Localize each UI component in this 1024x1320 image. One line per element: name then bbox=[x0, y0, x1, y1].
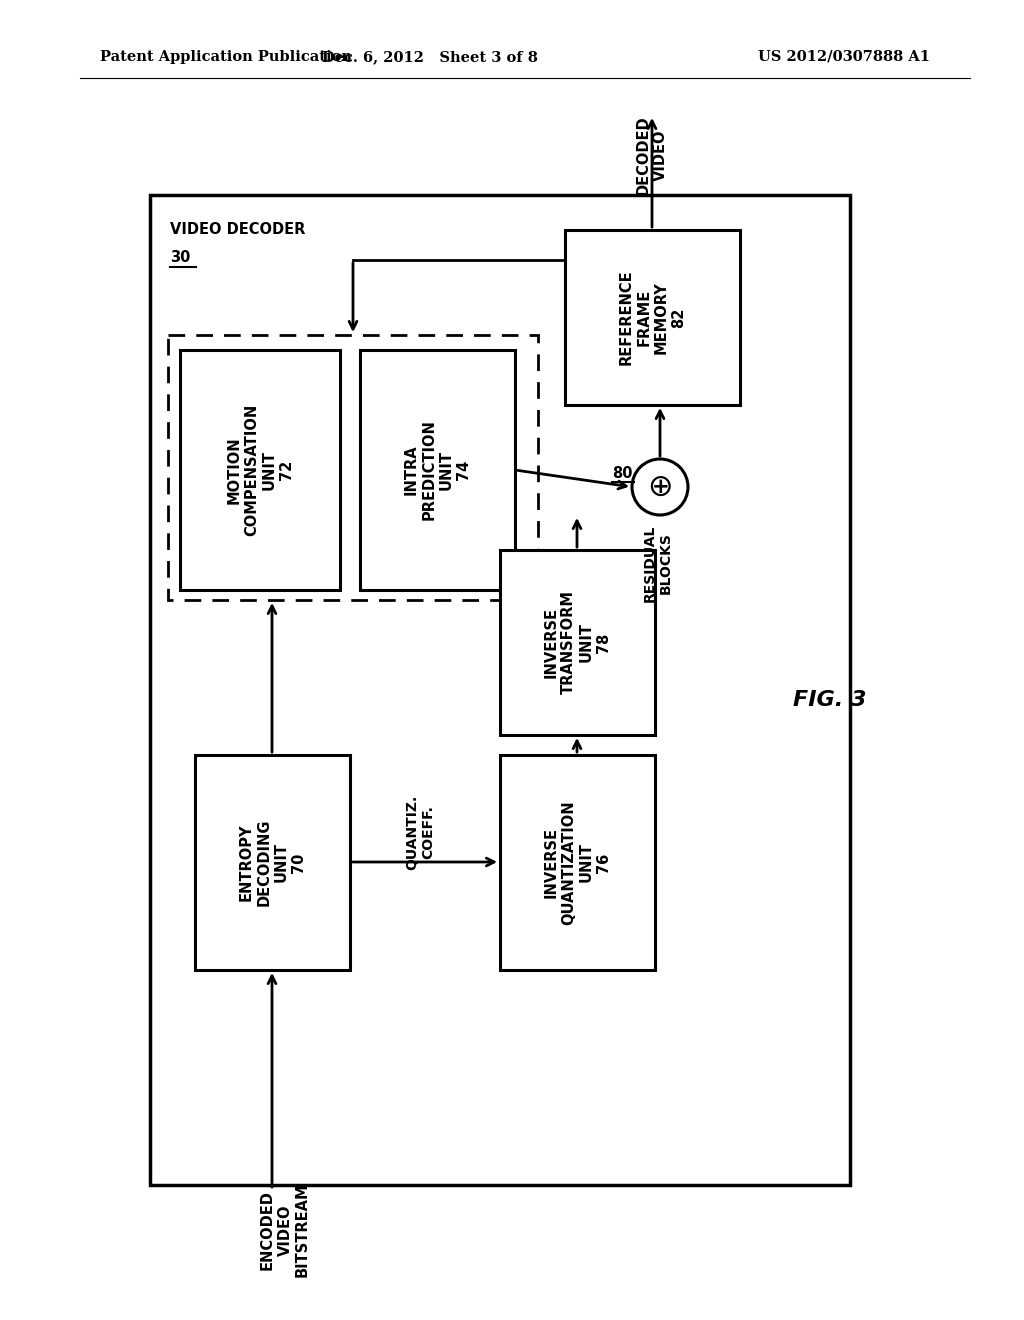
Bar bbox=[195, 755, 350, 970]
Text: ENCODED
VIDEO
BITSTREAM: ENCODED VIDEO BITSTREAM bbox=[260, 1183, 310, 1278]
Bar bbox=[500, 550, 655, 735]
Text: INVERSE
TRANSFORM
UNIT
78: INVERSE TRANSFORM UNIT 78 bbox=[544, 590, 611, 694]
Text: 80: 80 bbox=[612, 466, 633, 480]
Text: FIG. 3: FIG. 3 bbox=[794, 690, 866, 710]
Text: REFERENCE
FRAME
MEMORY
82: REFERENCE FRAME MEMORY 82 bbox=[618, 269, 686, 366]
Text: VIDEO DECODER: VIDEO DECODER bbox=[170, 223, 305, 238]
Bar bbox=[565, 230, 740, 405]
Text: DECODED
VIDEO: DECODED VIDEO bbox=[636, 115, 669, 195]
Text: Dec. 6, 2012   Sheet 3 of 8: Dec. 6, 2012 Sheet 3 of 8 bbox=[323, 50, 538, 63]
Text: RESIDUAL
BLOCKS: RESIDUAL BLOCKS bbox=[643, 524, 673, 602]
Bar bbox=[150, 195, 850, 1185]
Text: INTRA
PREDICTION
UNIT
74: INTRA PREDICTION UNIT 74 bbox=[403, 420, 471, 520]
Bar bbox=[360, 350, 515, 590]
Text: 30: 30 bbox=[170, 251, 190, 265]
Text: MOTION
COMPENSATION
UNIT
72: MOTION COMPENSATION UNIT 72 bbox=[226, 404, 294, 536]
Bar bbox=[180, 350, 340, 590]
Text: QUANTIZ.
COEFF.: QUANTIZ. COEFF. bbox=[404, 795, 435, 870]
Text: Patent Application Publication: Patent Application Publication bbox=[100, 50, 352, 63]
Text: US 2012/0307888 A1: US 2012/0307888 A1 bbox=[758, 50, 930, 63]
Text: INVERSE
QUANTIZATION
UNIT
76: INVERSE QUANTIZATION UNIT 76 bbox=[544, 800, 611, 925]
Text: ENTROPY
DECODING
UNIT
70: ENTROPY DECODING UNIT 70 bbox=[239, 818, 306, 907]
Text: ⊕: ⊕ bbox=[647, 473, 673, 502]
Bar bbox=[168, 335, 538, 601]
Bar bbox=[500, 755, 655, 970]
